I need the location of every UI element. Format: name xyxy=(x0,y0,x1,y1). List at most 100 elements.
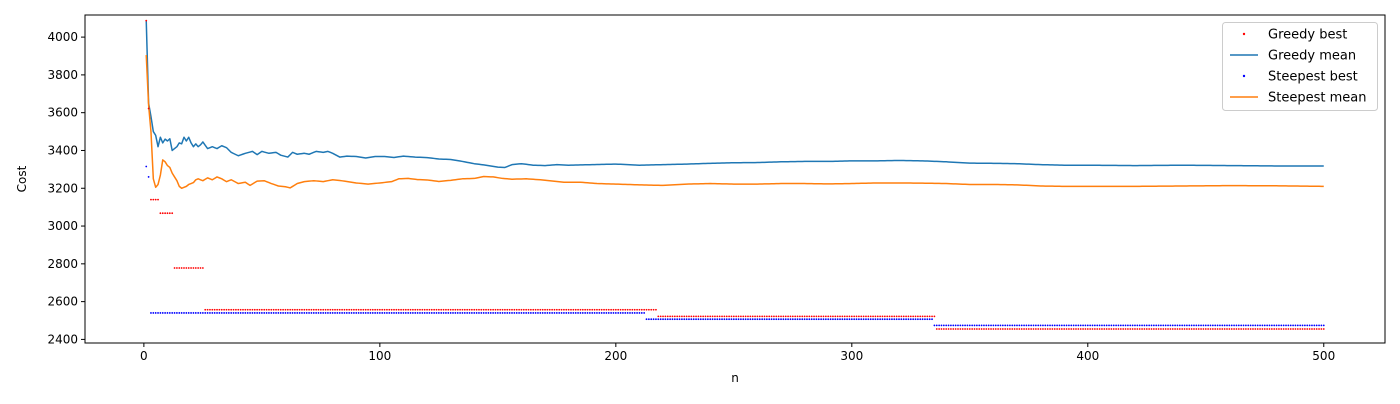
y-tick-label: 2600 xyxy=(47,295,78,309)
point-steepest-best xyxy=(449,312,452,314)
point-steepest-best xyxy=(902,318,905,321)
point-steepest-best xyxy=(723,318,726,321)
point-steepest-best xyxy=(645,318,648,321)
point-greedy-best xyxy=(695,315,697,318)
point-greedy-best xyxy=(1049,328,1051,330)
point-steepest-best xyxy=(747,318,749,321)
point-steepest-best xyxy=(1303,324,1306,327)
point-greedy-best xyxy=(1176,328,1179,330)
point-steepest-best xyxy=(1216,324,1219,327)
point-greedy-best xyxy=(952,328,955,330)
point-steepest-best xyxy=(499,312,502,314)
point-steepest-best xyxy=(1086,324,1089,327)
point-greedy-best xyxy=(1292,328,1294,330)
point-greedy-best xyxy=(1089,328,1092,330)
point-greedy-best xyxy=(197,267,200,269)
point-greedy-best xyxy=(1320,328,1323,330)
point-greedy-best xyxy=(640,308,643,311)
point-greedy-best xyxy=(218,308,221,311)
point-greedy-best xyxy=(1202,328,1205,330)
point-greedy-best xyxy=(919,315,922,318)
point-greedy-best xyxy=(220,308,223,311)
point-steepest-best xyxy=(185,312,188,314)
y-tick-label: 2400 xyxy=(47,332,78,346)
point-greedy-best xyxy=(298,308,301,311)
point-steepest-best xyxy=(541,312,544,314)
point-steepest-best xyxy=(754,318,756,321)
point-greedy-best xyxy=(1311,328,1313,330)
point-greedy-best xyxy=(178,267,181,269)
point-steepest-best xyxy=(376,312,379,314)
point-greedy-best xyxy=(157,198,159,201)
point-greedy-best xyxy=(964,328,966,330)
point-steepest-best xyxy=(1174,324,1176,327)
point-greedy-best xyxy=(791,315,794,318)
point-steepest-best xyxy=(1110,324,1113,327)
point-greedy-best xyxy=(1261,328,1264,330)
point-steepest-best xyxy=(919,318,922,321)
point-greedy-best xyxy=(154,198,157,201)
point-greedy-best xyxy=(933,315,936,318)
point-steepest-best xyxy=(253,312,256,314)
point-steepest-best xyxy=(711,318,714,321)
point-steepest-best xyxy=(914,318,917,321)
point-steepest-best xyxy=(1063,324,1066,327)
point-steepest-best xyxy=(513,312,516,314)
series-line-greedy-mean xyxy=(145,20,1324,169)
point-greedy-best xyxy=(176,267,178,269)
point-steepest-best xyxy=(223,312,226,314)
point-steepest-best xyxy=(990,324,992,327)
point-greedy-best xyxy=(546,308,549,311)
point-greedy-best xyxy=(242,308,244,311)
point-greedy-best xyxy=(527,308,530,311)
point-steepest-best xyxy=(563,312,565,314)
point-steepest-best xyxy=(1068,324,1070,327)
point-greedy-best xyxy=(499,308,502,311)
point-greedy-best xyxy=(761,315,764,318)
point-steepest-best xyxy=(487,312,490,314)
point-greedy-best xyxy=(586,308,589,311)
point-steepest-best xyxy=(537,312,539,314)
point-greedy-best xyxy=(539,308,542,311)
point-greedy-best xyxy=(1178,328,1181,330)
point-greedy-best xyxy=(201,267,204,269)
point-greedy-best xyxy=(529,308,532,311)
point-steepest-best xyxy=(869,318,872,321)
point-steepest-best xyxy=(952,324,955,327)
point-greedy-best xyxy=(1004,328,1007,330)
point-steepest-best xyxy=(176,312,178,314)
point-steepest-best xyxy=(593,312,596,314)
point-greedy-best xyxy=(893,315,896,318)
point-steepest-best xyxy=(209,312,211,314)
point-steepest-best xyxy=(1082,324,1084,327)
series-steepest-mean xyxy=(145,55,1324,190)
point-greedy-best xyxy=(676,315,679,318)
point-steepest-best xyxy=(161,312,164,314)
point-greedy-best xyxy=(662,315,664,318)
point-greedy-best xyxy=(596,308,598,311)
point-greedy-best xyxy=(480,308,483,311)
point-steepest-best xyxy=(534,312,537,314)
point-steepest-best xyxy=(709,318,712,321)
series-greedy-mean xyxy=(145,20,1324,169)
point-steepest-best xyxy=(725,318,728,321)
point-greedy-best xyxy=(1211,328,1214,330)
point-steepest-best xyxy=(414,312,417,314)
point-steepest-best xyxy=(860,318,863,321)
point-greedy-best xyxy=(445,308,447,311)
point-steepest-best xyxy=(504,312,506,314)
point-greedy-best xyxy=(1143,328,1146,330)
point-greedy-best xyxy=(282,308,284,311)
point-greedy-best xyxy=(1122,328,1125,330)
point-greedy-best xyxy=(1183,328,1186,330)
point-steepest-best xyxy=(286,312,289,314)
point-steepest-best xyxy=(1268,324,1271,327)
point-greedy-best xyxy=(1117,328,1120,330)
point-greedy-best xyxy=(796,315,799,318)
point-steepest-best xyxy=(607,312,610,314)
point-greedy-best xyxy=(1051,328,1054,330)
point-steepest-best xyxy=(681,318,683,321)
point-greedy-best xyxy=(475,308,478,311)
point-greedy-best xyxy=(454,308,457,311)
point-steepest-best xyxy=(966,324,969,327)
